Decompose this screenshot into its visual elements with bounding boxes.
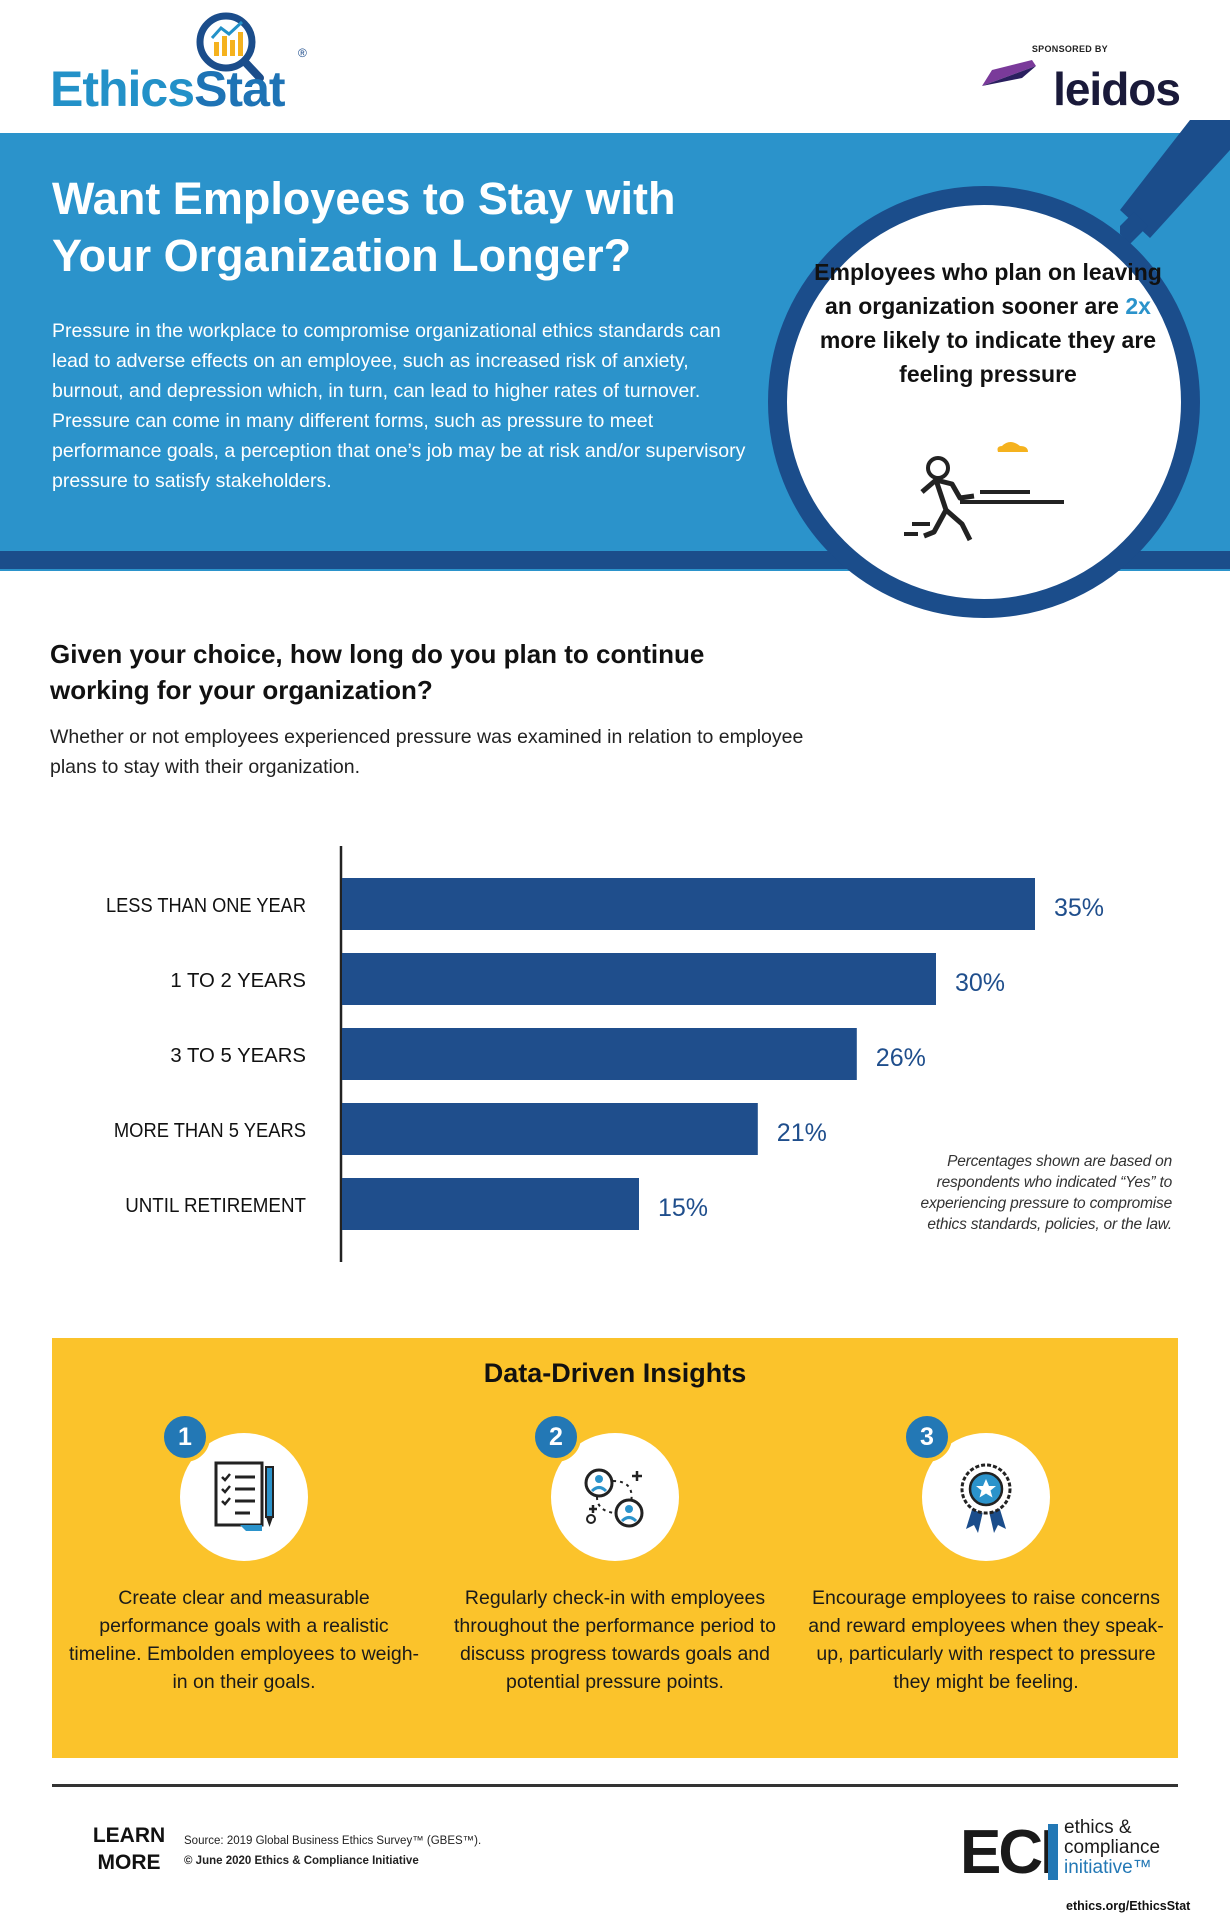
insight-number-badge: 1 (160, 1412, 210, 1462)
insight-number-badge: 2 (531, 1412, 581, 1462)
bar-1 (342, 953, 936, 1005)
insight-card-2: 2 Regularly check-in with employees thro… (435, 1338, 795, 1758)
category-label-2: 3 TO 5 YEARS (170, 1045, 306, 1067)
category-label-0: LESS THAN ONE YEAR (106, 895, 306, 917)
insight-number-badge: 3 (902, 1412, 952, 1462)
hero-title: Want Employees to Stay with Your Organiz… (52, 173, 676, 281)
value-label-0: 35% (1054, 894, 1104, 922)
eci-logo[interactable]: ECI ethics & compliance initiative™ (960, 1818, 1200, 1888)
running-person-icon (904, 442, 1064, 542)
category-label-4: UNTIL RETIREMENT (125, 1195, 306, 1217)
callout-text: Employees who plan on leaving an organiz… (814, 259, 1162, 387)
copyright-text: © June 2020 Ethics & Compliance Initiati… (184, 1855, 419, 1867)
footer-divider (52, 1784, 1178, 1787)
question-title: Given your choice, how long do you plan … (50, 639, 705, 705)
learn-more-link[interactable]: LEARN MORE (92, 1824, 166, 1874)
eci-letters: ECI (960, 1818, 1057, 1887)
registered-mark: ® (298, 46, 307, 60)
footer-url[interactable]: ethics.org/EthicsStat (1066, 1899, 1191, 1913)
insight-card-3: 3 Encourage employees to raise concerns … (806, 1338, 1166, 1758)
source-text: Source: 2019 Global Business Ethics Surv… (184, 1835, 482, 1847)
award-ribbon-icon (960, 1463, 1012, 1533)
question-subtitle: Whether or not employees experienced pre… (50, 726, 804, 778)
value-label-1: 30% (955, 969, 1005, 997)
value-label-3: 21% (777, 1119, 827, 1147)
insights-panel: Data-Driven Insights 1 Create clear and … (52, 1338, 1178, 1758)
bar-3 (342, 1103, 758, 1155)
sponsor-block: SPONSORED BY leidos (980, 44, 1181, 115)
category-label-1: 1 TO 2 YEARS (170, 970, 306, 992)
eci-accent-bar (1048, 1824, 1058, 1880)
callout-highlight: 2x (1125, 293, 1151, 319)
magnifier-handle-icon (1120, 120, 1230, 244)
sponsor-logo[interactable]: leidos (1053, 63, 1181, 115)
hero-body: Pressure in the workplace to compromise … (52, 320, 746, 492)
page-header: EthicsStat ® SPONSORED BY leidos (0, 0, 1230, 133)
bar-chart: LESS THAN ONE YEAR 35% 1 TO 2 YEARS 30% 3 TO… (0, 840, 1230, 1270)
bar-4 (342, 1178, 639, 1230)
insight-text: Encourage employees to raise concerns an… (808, 1587, 1164, 1693)
bar-0 (342, 878, 1035, 930)
checklist-icon (214, 1461, 274, 1531)
insight-text: Regularly check-in with employees throug… (454, 1587, 776, 1693)
magnifier-chart-icon (196, 12, 264, 82)
insight-text: Create clear and measurable performance … (68, 1587, 420, 1693)
ethicsstat-logo[interactable]: EthicsStat ® (50, 10, 320, 120)
value-label-2: 26% (876, 1044, 926, 1072)
logo-wordmark: EthicsStat (50, 61, 286, 117)
bar-chart-svg: LESS THAN ONE YEAR 35% 1 TO 2 YEARS 30% 3 TO… (106, 846, 1104, 1262)
category-label-3: MORE THAN 5 YEARS (114, 1120, 306, 1142)
sponsor-label: SPONSORED BY (1031, 44, 1108, 54)
bar-2 (342, 1028, 857, 1080)
insight-card-1: 1 Create clear and measurable performanc… (64, 1338, 424, 1758)
chart-note: Percentages shown are based on responden… (920, 1153, 1173, 1233)
insights-title: Data-Driven Insights (483, 1358, 747, 1388)
eci-wordmark: ethics & compliance initiative™ (1064, 1817, 1161, 1878)
leidos-swoosh-icon (982, 60, 1036, 86)
people-connection-icon (584, 1468, 644, 1528)
value-label-4: 15% (658, 1194, 708, 1222)
callout-circle (768, 186, 1200, 618)
